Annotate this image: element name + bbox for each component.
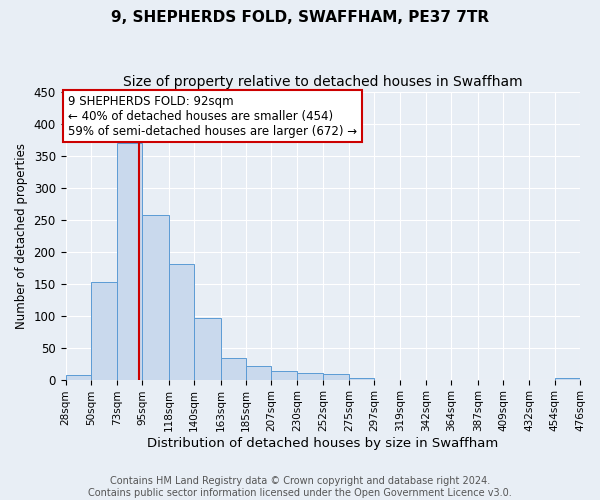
Bar	[298, 373, 323, 380]
Bar	[117, 143, 142, 380]
Text: Contains HM Land Registry data © Crown copyright and database right 2024.
Contai: Contains HM Land Registry data © Crown c…	[88, 476, 512, 498]
Y-axis label: Number of detached properties: Number of detached properties	[15, 142, 28, 328]
Bar	[65, 375, 91, 380]
Bar	[221, 358, 246, 380]
Bar	[323, 374, 349, 380]
Bar	[349, 378, 374, 380]
X-axis label: Distribution of detached houses by size in Swaffham: Distribution of detached houses by size …	[147, 437, 499, 450]
Bar	[142, 215, 169, 380]
Bar	[91, 282, 117, 380]
Bar	[246, 366, 271, 380]
Bar	[169, 264, 194, 380]
Bar	[194, 318, 221, 380]
Bar	[271, 372, 298, 380]
Title: Size of property relative to detached houses in Swaffham: Size of property relative to detached ho…	[123, 75, 523, 89]
Bar	[555, 378, 580, 380]
Text: 9, SHEPHERDS FOLD, SWAFFHAM, PE37 7TR: 9, SHEPHERDS FOLD, SWAFFHAM, PE37 7TR	[111, 10, 489, 25]
Text: 9 SHEPHERDS FOLD: 92sqm
← 40% of detached houses are smaller (454)
59% of semi-d: 9 SHEPHERDS FOLD: 92sqm ← 40% of detache…	[68, 95, 357, 138]
